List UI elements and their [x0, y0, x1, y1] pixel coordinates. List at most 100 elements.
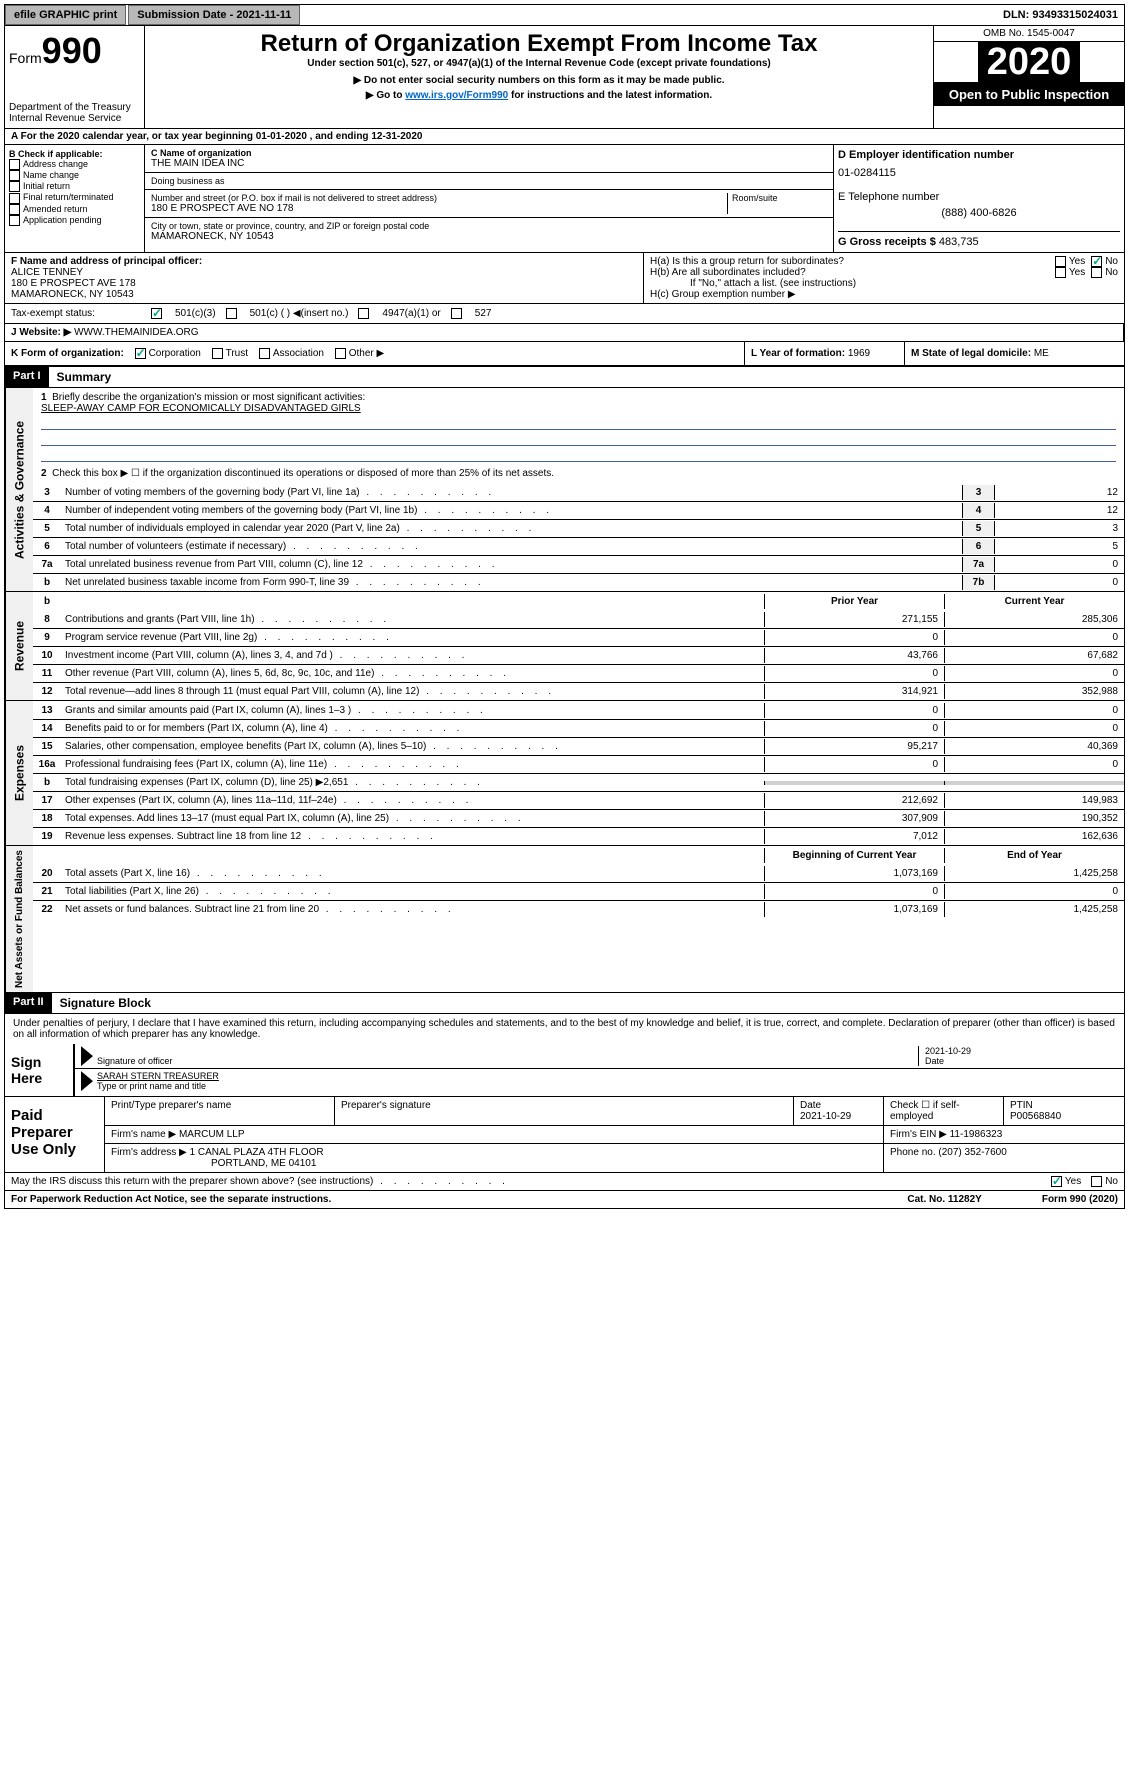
line-item: 11Other revenue (Part VIII, column (A), …	[33, 664, 1124, 682]
line-item: 4Number of independent voting members of…	[33, 501, 1124, 519]
open-public-badge: Open to Public Inspection	[934, 83, 1124, 106]
chk-amended[interactable]: Amended return	[9, 204, 140, 215]
irs-link[interactable]: www.irs.gov/Form990	[405, 90, 508, 101]
firm-addr: 1 CANAL PLAZA 4TH FLOOR	[190, 1147, 324, 1158]
chk-final[interactable]: Final return/terminated	[9, 192, 140, 203]
col-c-org-info: C Name of organization THE MAIN IDEA INC…	[145, 145, 834, 252]
org-address: 180 E PROSPECT AVE NO 178	[151, 203, 727, 214]
end-year-header: End of Year	[944, 848, 1124, 863]
signature-section: Under penalties of perjury, I declare th…	[4, 1014, 1125, 1191]
chk-corp[interactable]	[135, 348, 146, 359]
form-subtitle: Under section 501(c), 527, or 4947(a)(1)…	[155, 58, 923, 69]
discuss-no[interactable]	[1091, 1176, 1102, 1187]
part1-revenue: Revenue b Prior Year Current Year 8Contr…	[4, 592, 1125, 701]
ha-no[interactable]	[1091, 256, 1102, 267]
efile-print-button[interactable]: efile GRAPHIC print	[5, 5, 126, 25]
part2-title: Signature Block	[52, 993, 159, 1013]
section-bcd: B Check if applicable: Address change Na…	[4, 145, 1125, 253]
gross-receipts: 483,735	[939, 236, 979, 248]
part1-governance: Activities & Governance 1 Briefly descri…	[4, 388, 1125, 592]
current-year-header: Current Year	[944, 594, 1124, 609]
website-url: WWW.THEMAINIDEA.ORG	[74, 327, 198, 338]
line-item: 21Total liabilities (Part X, line 26)00	[33, 882, 1124, 900]
line-item: 9Program service revenue (Part VIII, lin…	[33, 628, 1124, 646]
hb-yes[interactable]	[1055, 267, 1066, 278]
state-domicile: ME	[1034, 348, 1049, 359]
phone-value: (888) 400-6826	[838, 207, 1120, 219]
form-label: Form	[9, 50, 42, 66]
line-item: 8Contributions and grants (Part VIII, li…	[33, 610, 1124, 628]
part1-title: Summary	[49, 367, 120, 387]
part1-label: Part I	[5, 367, 49, 387]
discuss-yes[interactable]	[1051, 1176, 1062, 1187]
chk-527[interactable]	[451, 308, 462, 319]
note-ssn: ▶ Do not enter social security numbers o…	[155, 75, 923, 86]
note-link: ▶ Go to www.irs.gov/Form990 for instruct…	[155, 90, 923, 101]
line-item: bNet unrelated business taxable income f…	[33, 573, 1124, 591]
omb-number: OMB No. 1545-0047	[934, 26, 1124, 42]
part1-expenses: Expenses 13Grants and similar amounts pa…	[4, 701, 1125, 846]
firm-name: MARCUM LLP	[179, 1129, 245, 1140]
ha-yes[interactable]	[1055, 256, 1066, 267]
line-item: 3Number of voting members of the governi…	[33, 483, 1124, 501]
line-item: 15Salaries, other compensation, employee…	[33, 737, 1124, 755]
chk-4947[interactable]	[358, 308, 369, 319]
form-title: Return of Organization Exempt From Incom…	[155, 30, 923, 58]
row-tax-status: Tax-exempt status: 501(c)(3) 501(c) ( ) …	[4, 304, 1125, 324]
chk-name[interactable]: Name change	[9, 170, 140, 181]
year-formation: 1969	[848, 348, 870, 359]
cat-no: Cat. No. 11282Y	[907, 1194, 981, 1205]
part2-label: Part II	[5, 993, 52, 1013]
ptin-value: P00568840	[1010, 1111, 1061, 1122]
submission-date-button[interactable]: Submission Date - 2021-11-11	[128, 5, 300, 25]
top-bar: efile GRAPHIC print Submission Date - 20…	[4, 4, 1125, 26]
chk-initial[interactable]: Initial return	[9, 181, 140, 192]
chk-501c[interactable]	[226, 308, 237, 319]
line-item: 14Benefits paid to or for members (Part …	[33, 719, 1124, 737]
prior-year-header: Prior Year	[764, 594, 944, 609]
firm-phone: (207) 352-7600	[938, 1147, 1006, 1158]
line-item: 16aProfessional fundraising fees (Part I…	[33, 755, 1124, 773]
sig-date: 2021-10-29	[925, 1046, 971, 1056]
form-header: Form990 Department of the Treasury Inter…	[4, 26, 1125, 129]
row-k-org: K Form of organization: Corporation Trus…	[4, 342, 1125, 366]
ein-value: 01-0284115	[838, 167, 1120, 179]
line-item: bTotal fundraising expenses (Part IX, co…	[33, 773, 1124, 791]
v-label-net: Net Assets or Fund Balances	[5, 846, 33, 992]
chk-pending[interactable]: Application pending	[9, 215, 140, 226]
part1-netassets: Net Assets or Fund Balances Beginning of…	[4, 846, 1125, 993]
line-item: 13Grants and similar amounts paid (Part …	[33, 701, 1124, 719]
firm-ein: 11-1986323	[950, 1129, 1003, 1140]
line-item: 20Total assets (Part X, line 16)1,073,16…	[33, 864, 1124, 882]
chk-trust[interactable]	[212, 348, 223, 359]
officer-name-title: SARAH STERN TREASURER	[97, 1071, 219, 1081]
col-d-ein: D Employer identification number 01-0284…	[834, 145, 1124, 252]
paid-preparer-label: Paid Preparer Use Only	[5, 1097, 105, 1172]
irs-label: Internal Revenue Service	[9, 113, 140, 124]
form-ref: Form 990 (2020)	[1042, 1194, 1118, 1205]
dept-label: Department of the Treasury	[9, 102, 140, 113]
sign-here-label: Sign Here	[5, 1044, 75, 1096]
chk-501c3[interactable]	[151, 308, 162, 319]
org-city: MAMARONECK, NY 10543	[151, 231, 827, 242]
row-a-tax-year: A For the 2020 calendar year, or tax yea…	[4, 129, 1125, 145]
v-label-gov: Activities & Governance	[5, 388, 33, 591]
chk-other[interactable]	[335, 348, 346, 359]
chk-assoc[interactable]	[259, 348, 270, 359]
row-website: J Website: ▶ WWW.THEMAINIDEA.ORG	[4, 324, 1125, 342]
line-item: 19Revenue less expenses. Subtract line 1…	[33, 827, 1124, 845]
prep-date: 2021-10-29	[800, 1111, 851, 1122]
org-name: THE MAIN IDEA INC	[151, 158, 827, 169]
line-item: 6Total number of volunteers (estimate if…	[33, 537, 1124, 555]
chk-address[interactable]: Address change	[9, 159, 140, 170]
mission-text: SLEEP-AWAY CAMP FOR ECONOMICALLY DISADVA…	[41, 403, 1116, 414]
v-label-exp: Expenses	[5, 701, 33, 845]
beg-year-header: Beginning of Current Year	[764, 848, 944, 863]
hb-no[interactable]	[1091, 267, 1102, 278]
tax-year: 2020	[978, 42, 1081, 82]
line-item: 17Other expenses (Part IX, column (A), l…	[33, 791, 1124, 809]
footer: For Paperwork Reduction Act Notice, see …	[4, 1191, 1125, 1209]
row-fgh: F Name and address of principal officer:…	[4, 253, 1125, 304]
col-b-checkboxes: B Check if applicable: Address change Na…	[5, 145, 145, 252]
line-item: 18Total expenses. Add lines 13–17 (must …	[33, 809, 1124, 827]
